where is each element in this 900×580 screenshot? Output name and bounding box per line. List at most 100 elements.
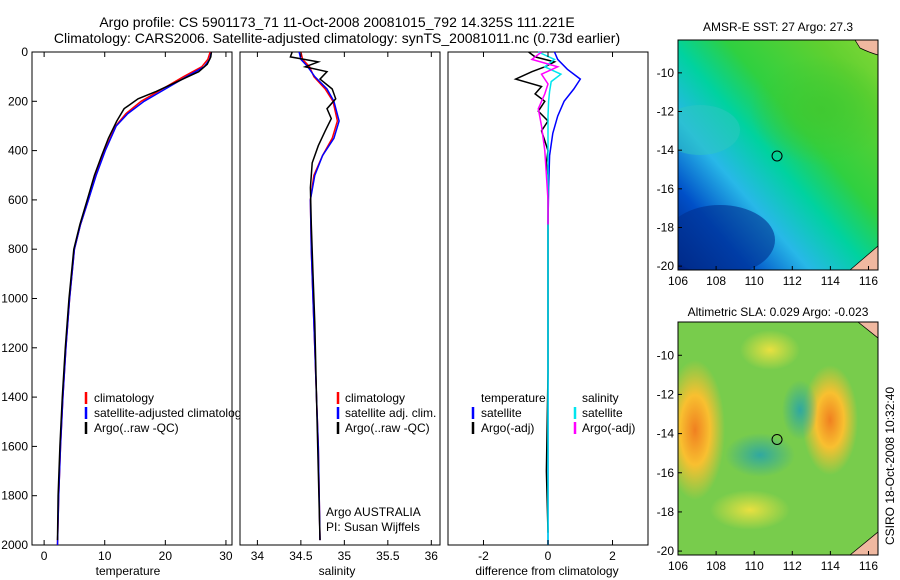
sla-low-center [725,433,795,477]
legend-label-climatology: climatology [94,391,154,405]
sla-yellow-south [710,490,790,530]
x-tick-label: 110 [745,559,764,573]
legend-label-sat-adj: satellite-adjusted climatology [94,406,247,420]
x-tick-label: 110 [745,274,764,288]
temperature-axes-box [31,51,233,546]
y-tick-label: 200 [8,94,28,108]
series-line-2 [537,51,563,545]
y-tick-label: -18 [657,220,675,234]
x-tick-label: 108 [706,274,726,288]
sst-map-panel: AMSR-E SST: 27 Argo: 27.3 106 108 110 112 11… [657,20,879,288]
legend-label-argo: Argo(..raw -QC) [94,421,179,435]
x-tick-label: 106 [668,559,688,573]
sst-cool-patch [678,105,740,155]
x-tick-label: 35.5 [376,549,400,563]
legend-sal-satellite: satellite [582,406,623,420]
legend-label-climatology: climatology [345,391,405,405]
y-tick-label: -16 [657,466,675,480]
temperature-legend: climatology satellite-adjusted climatolo… [84,391,247,435]
header-line-2: Climatology: CARS2006. Satellite-adjuste… [54,30,620,46]
sst-field [678,40,878,270]
y-tick-label: 400 [8,144,28,158]
pi-label: PI: Susan Wijffels [326,520,420,534]
x-tick-label: 116 [859,559,878,573]
y-tick-label: 1000 [1,292,28,306]
y-tick-label: -20 [657,259,675,273]
x-tick-label: 36 [425,549,439,563]
y-tick-label: 1200 [1,341,28,355]
difference-panel: difference from climatology temperature … [447,51,649,578]
x-tick-label: 114 [821,274,840,288]
sst-map-frame [677,39,879,271]
sla-map-panel: Altimetric SLA: 0.029 Argo: -0.023 106 10… [657,305,879,573]
y-tick-label: 1400 [1,390,28,404]
x-tick-label: 106 [668,274,688,288]
header-line-1: Argo profile: CS 5901173_71 11-Oct-2008 … [99,14,574,30]
difference-xlabel: difference from climatology [475,564,618,578]
salinity-plot-area [289,51,340,541]
legend-temp-argo: Argo(-adj) [481,421,534,435]
x-tick-label: 20 [159,549,173,563]
salinity-axes-box [239,51,441,546]
y-tick-label: 2000 [1,538,28,552]
y-tick-label: -16 [657,182,675,196]
legend-sal-argo: Argo(-adj) [582,421,635,435]
sst-warm-patch [750,55,878,165]
sla-map-title: Altimetric SLA: 0.029 Argo: -0.023 [688,305,869,319]
y-tick-label: -20 [657,544,675,558]
sla-yellow-north [740,330,800,370]
sla-field [678,322,878,555]
x-tick-label: 114 [821,559,840,573]
land-coast [849,531,878,555]
x-tick-label: 10 [98,549,112,563]
legend-label-argo: Argo(..raw -QC) [345,421,430,435]
y-tick-label: 800 [8,242,28,256]
y-tick-label: 0 [21,45,28,59]
sla-high-east [802,365,858,475]
y-tick-label: -14 [657,143,675,157]
temperature-plot-area [56,51,213,546]
sst-map-title: AMSR-E SST: 27 Argo: 27.3 [703,20,853,34]
y-tick-label: 600 [8,193,28,207]
x-tick-label: -2 [478,549,489,563]
legend-temperature-heading: temperature [481,391,546,405]
legend-label-sat-adj: satellite adj. clim. [345,406,436,420]
series-line-2 [289,51,337,541]
x-tick-label: 2 [609,549,616,563]
argo-location-marker [771,150,783,162]
x-tick-label: 108 [706,559,726,573]
y-tick-label: -10 [657,348,675,362]
series-line-3 [530,51,560,225]
legend-salinity-heading: salinity [582,391,619,405]
x-tick-label: 34 [251,549,265,563]
sla-high-west [678,360,725,500]
x-tick-label: 0 [545,549,552,563]
y-tick-label: -12 [657,105,675,119]
land-coast [857,322,878,339]
salinity-panel: salinity climatology satellite adj. clim… [239,51,441,578]
y-tick-label: 1600 [1,439,28,453]
x-tick-label: 116 [859,274,878,288]
x-tick-label: 112 [783,274,802,288]
legend-temp-satellite: satellite [481,406,522,420]
temperature-xlabel: temperature [96,564,161,578]
salinity-legend: climatology satellite adj. clim. Argo(..… [336,391,436,435]
y-tick-label: -10 [657,66,675,80]
difference-plot-area [513,51,582,545]
temperature-panel: temperature climatology satellite-adjust… [1,45,247,578]
land-coast [849,245,878,270]
y-tick-label: -14 [657,427,675,441]
y-tick-label: -18 [657,505,675,519]
difference-legend: temperature satellite Argo(-adj) salinit… [471,391,635,435]
salinity-xlabel: salinity [319,564,356,578]
y-tick-label: 1800 [1,489,28,503]
x-tick-label: 35 [338,549,352,563]
x-tick-label: 34.5 [289,549,313,563]
y-tick-label: -12 [657,387,675,401]
argo-location-marker [771,433,783,445]
sla-map-frame [677,321,879,556]
series-line-2 [56,51,213,541]
x-tick-label: 112 [783,559,802,573]
sla-low-north [782,380,818,440]
